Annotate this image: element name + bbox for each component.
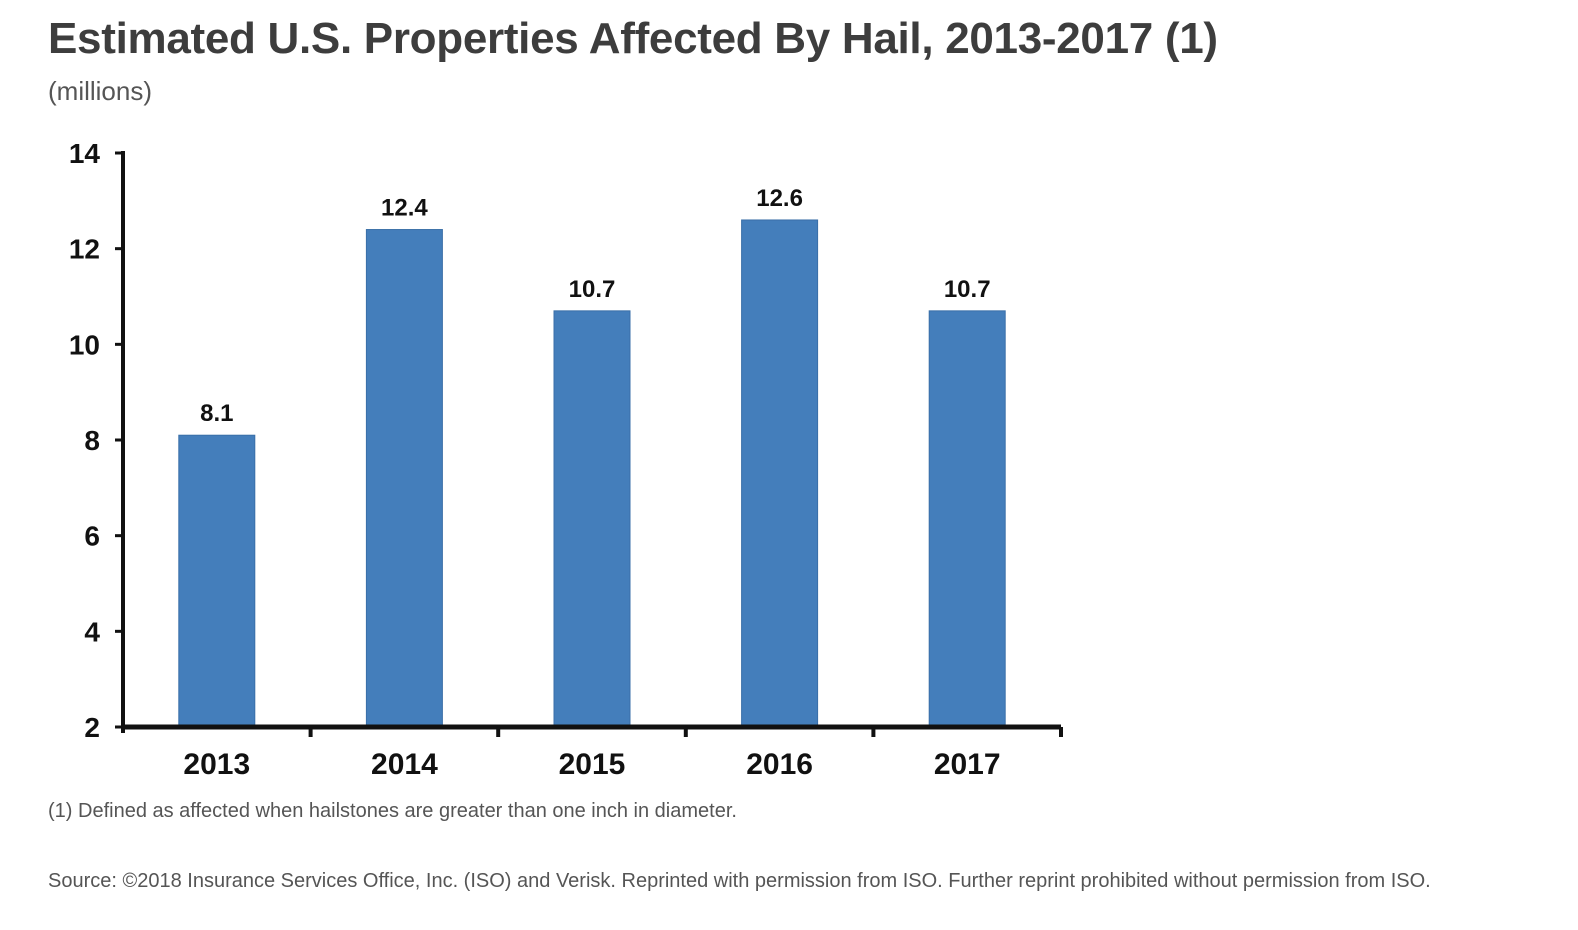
y-tick-label-2: 2	[84, 712, 100, 743]
x-tick-label-2013: 2013	[183, 748, 250, 781]
bar-2015	[553, 310, 631, 728]
bar-2014	[365, 229, 443, 728]
y-tick-label-6: 6	[84, 521, 100, 552]
y-tick-label-10: 10	[69, 329, 100, 360]
y-tick-label-14: 14	[69, 138, 101, 169]
data-label-2013: 8.1	[200, 400, 233, 427]
x-tick-label-2015: 2015	[559, 748, 626, 781]
y-tick-label-12: 12	[69, 234, 100, 265]
data-label-2014: 12.4	[381, 195, 428, 222]
chart-source: Source: ©2018 Insurance Services Office,…	[48, 870, 1431, 892]
x-tick-label-2014: 2014	[371, 748, 438, 781]
chart-footnote: (1) Defined as affected when hailstones …	[48, 800, 737, 822]
data-label-2015: 10.7	[569, 276, 616, 303]
chart-title: Estimated U.S. Properties Affected By Ha…	[48, 14, 1218, 63]
bar-2013	[178, 434, 256, 728]
x-tick-label-2016: 2016	[746, 748, 813, 781]
data-label-2017: 10.7	[944, 276, 991, 303]
bar-2017	[928, 310, 1006, 728]
y-tick-label-8: 8	[84, 425, 100, 456]
x-tick-label-2017: 2017	[934, 748, 1001, 781]
bar-2016	[741, 219, 819, 728]
y-tick-label-4: 4	[84, 616, 100, 647]
data-label-2016: 12.6	[756, 185, 803, 212]
chart-subtitle: (millions)	[48, 76, 152, 106]
